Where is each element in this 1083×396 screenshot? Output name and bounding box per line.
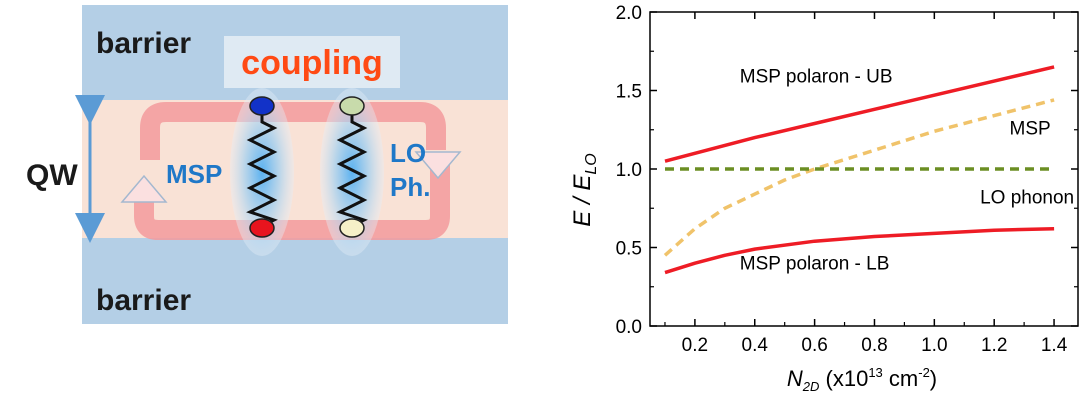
coupling-loop-arrow (134, 102, 450, 240)
x-axis-label-rest: (x10 (819, 366, 868, 391)
x-tick-label: 1.2 (981, 335, 1007, 356)
quantum-well-diagram: coupling barrier barrier QW MSP LO Ph. (26, 5, 508, 324)
series-line-msp (663, 98, 1055, 257)
x-tick-label: 0.6 (801, 335, 827, 356)
arrow-head-left (120, 174, 168, 203)
y-axis-label-main: E / E (569, 174, 596, 227)
y-axis-label-sub: LO (583, 153, 600, 174)
msp-label: MSP (166, 159, 222, 189)
lo-bottom-ball (339, 218, 365, 238)
barrier-top-label: barrier (96, 27, 191, 60)
x-axis-label: N2D (x1013 cm-2) (787, 365, 937, 394)
annotation-label: MSP (1010, 118, 1051, 139)
y-axis-label: E / ELO (569, 153, 600, 226)
y-tick-label: 1.0 (616, 160, 642, 181)
barrier-bottom-label: barrier (96, 284, 191, 317)
x-tick-label: 1.4 (1041, 335, 1068, 356)
series-line-msp-polaron-lb (664, 226, 1055, 275)
lo-oscillator-glow (320, 88, 384, 256)
coupling-label-box (224, 36, 400, 88)
x-tick-label: 0.4 (742, 335, 769, 356)
x-axis-label-close: ) (930, 366, 937, 391)
y-tick-label: 0.0 (616, 317, 642, 338)
lo-label-line2: Ph. (390, 172, 430, 202)
x-axis-label-exp: 13 (868, 365, 882, 380)
x-axis-label-sub: 2D (802, 379, 820, 394)
msp-oscillator-glow (230, 88, 294, 256)
msp-top-ball (249, 96, 275, 116)
lo-top-ball (339, 96, 365, 116)
x-tick-label: 0.2 (682, 335, 708, 356)
x-axis-label-unit-exp: -2 (918, 365, 930, 380)
annotation-label: MSP polaron - LB (740, 253, 890, 274)
msp-bottom-ball (249, 218, 275, 238)
coupling-label: coupling (241, 44, 383, 82)
x-tick-label: 0.8 (861, 335, 887, 356)
x-axis-label-unit: cm (883, 366, 918, 391)
x-tick-label: 1.0 (921, 335, 947, 356)
lo-label-line1: LO (390, 138, 426, 168)
y-tick-label: 1.5 (616, 82, 642, 103)
polaron-energy-chart: 0.2 0.4 0.6 0.8 1.0 1.2 1.4 0.0 0.5 1.0 1.5 2.0 MSP… (569, 3, 1079, 394)
annotation-label: LO phonon (980, 188, 1074, 209)
y-tick-label: 2.0 (616, 3, 642, 24)
y-tick-label: 0.5 (616, 239, 642, 260)
annotation-label: MSP polaron - UB (740, 67, 893, 88)
lo-spring (336, 114, 368, 230)
barrier-bottom-region (82, 238, 508, 324)
qw-label: QW (26, 159, 78, 192)
arrow-head-right (414, 151, 462, 180)
msp-spring (246, 114, 278, 230)
series-line-msp-polaron-ub (664, 65, 1055, 163)
x-axis-label-n: N (787, 366, 803, 391)
